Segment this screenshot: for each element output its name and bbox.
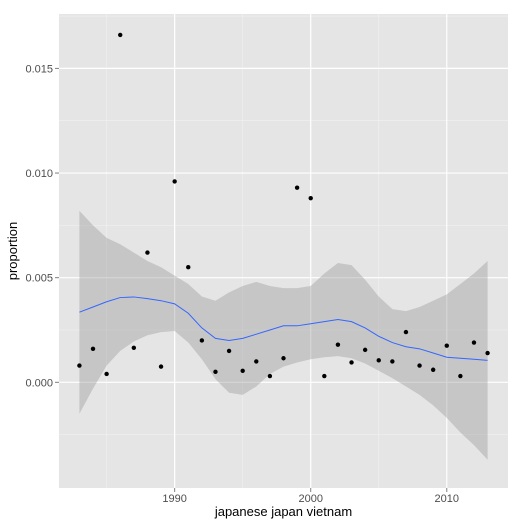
- data-point: [430, 367, 436, 372]
- minor-gridlines: [59, 14, 508, 488]
- data-point: [104, 371, 109, 377]
- data-point: [226, 348, 232, 354]
- data-point: [349, 360, 354, 365]
- data-point: [158, 364, 164, 369]
- data-points: [77, 32, 490, 379]
- plot-panel: [59, 14, 508, 488]
- data-point: [485, 350, 490, 356]
- data-point: [145, 250, 150, 255]
- data-point: [390, 359, 395, 364]
- x-tick-label: 1990: [162, 493, 186, 505]
- smooth-trend-line: [79, 296, 488, 361]
- data-point: [458, 373, 463, 379]
- data-point: [186, 265, 191, 270]
- data-point: [403, 329, 409, 335]
- data-point: [444, 343, 449, 348]
- data-point: [376, 358, 381, 363]
- y-tick-label: 0.005: [25, 273, 53, 285]
- data-point: [308, 195, 313, 201]
- data-point: [131, 345, 137, 350]
- data-point: [254, 359, 259, 364]
- data-point: [240, 368, 245, 374]
- data-point: [471, 340, 477, 345]
- data-point: [118, 32, 123, 38]
- x-tick-label: 2010: [435, 493, 459, 505]
- data-point: [172, 179, 177, 184]
- data-point: [362, 347, 368, 353]
- major-gridlines: [59, 14, 508, 488]
- x-axis-title: japanese japan vietnam: [214, 504, 352, 519]
- y-tick-label: 0.010: [25, 168, 53, 180]
- data-point: [267, 373, 273, 379]
- data-point: [335, 342, 341, 347]
- data-point: [281, 356, 286, 361]
- data-point: [213, 369, 218, 375]
- axis-ticks: 1990 2000 2010 0.000 0.005 0.010 0.015: [25, 63, 459, 505]
- confidence-band: [79, 210, 488, 460]
- data-point: [90, 346, 96, 352]
- y-tick-label: 0.000: [25, 377, 53, 389]
- data-point: [77, 363, 82, 368]
- data-point: [199, 338, 205, 343]
- data-point: [417, 363, 422, 368]
- y-tick-label: 0.015: [25, 63, 53, 75]
- y-axis-title: proportion: [5, 222, 20, 281]
- x-tick-label: 2000: [298, 493, 322, 505]
- data-point: [294, 185, 300, 190]
- data-point: [322, 373, 327, 379]
